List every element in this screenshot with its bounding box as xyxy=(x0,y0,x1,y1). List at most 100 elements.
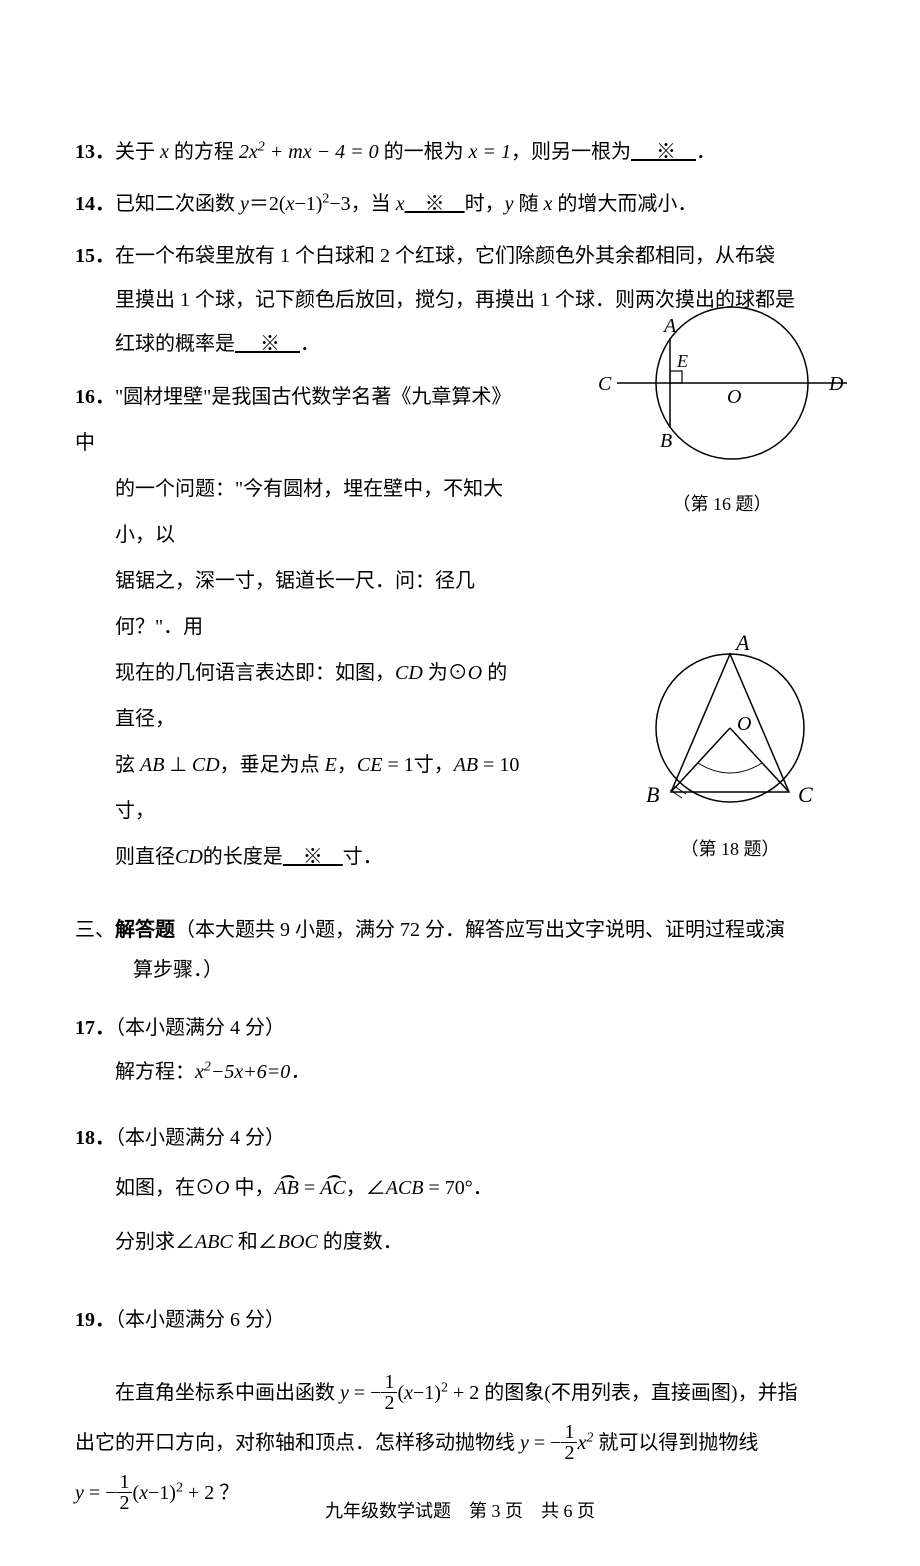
question-17: 17．（本小题满分 4 分） 解方程：x2−5x+6=0． xyxy=(75,1006,845,1094)
q13-blank: ※ xyxy=(631,130,696,174)
figure-18: A O B C （第 18 题） xyxy=(630,630,830,850)
q19-y2: y xyxy=(520,1432,529,1454)
fig16-label-e: E xyxy=(676,351,688,371)
q18-body-c: ，∠ xyxy=(346,1177,386,1199)
q16-text-block: 16．"圆材埋壁"是我国古代数学名著《九章算术》中 的一个问题："今有圆材，埋在… xyxy=(75,374,525,880)
q14-number: 14． xyxy=(75,193,115,215)
q18-arc-ab: AB xyxy=(274,1166,298,1210)
q14-text-c: 时， xyxy=(465,193,505,215)
fig18-label-o: O xyxy=(737,713,751,735)
fig18-label-a: A xyxy=(734,630,750,655)
q19-frac1-num: 1 xyxy=(381,1372,397,1393)
q19-frac2-den: 2 xyxy=(561,1443,577,1463)
question-19: 19．（本小题满分 6 分） 在直角坐标系中画出函数 y = −12(x−1)2… xyxy=(75,1298,845,1518)
fig16-label-a: A xyxy=(662,315,677,337)
q17-eq: x2−5x+6=0． xyxy=(195,1061,310,1083)
q16-ab: AB xyxy=(140,754,164,776)
q17-number: 17． xyxy=(75,1017,115,1039)
q18-eq: = xyxy=(299,1177,320,1199)
q18-body2: 分别求∠ABC 和∠BOC 的度数． xyxy=(75,1220,845,1264)
q16-line5a: 弦 xyxy=(115,754,140,776)
q17-body: 解方程：x2−5x+6=0． xyxy=(75,1050,845,1094)
page-footer: 九年级数学试题 第 3 页 共 6 页 xyxy=(75,1492,845,1532)
q15-line3a: 红球的概率是 xyxy=(115,333,235,355)
q13-number: 13． xyxy=(75,141,115,163)
q13-root: x = 1 xyxy=(469,141,511,163)
q16-line4: 现在的几何语言表达即：如图，CD 为⊙O 的直径， xyxy=(75,650,525,742)
q16-ce: CE xyxy=(357,754,383,776)
q16-o: O xyxy=(468,662,482,684)
q16-line4b: 为⊙ xyxy=(423,662,468,684)
q19-frac2-num: 1 xyxy=(561,1422,577,1443)
q14-x: x xyxy=(396,193,405,215)
q15-period: ． xyxy=(300,333,320,355)
q14-text-e: 的增大而减小． xyxy=(552,193,697,215)
q13-text-c: 的一根为 xyxy=(379,141,469,163)
q14-text-a: 已知二次函数 xyxy=(115,193,240,215)
q18-body2-b: 和∠ xyxy=(233,1231,278,1253)
q19-y1: y xyxy=(340,1382,349,1404)
q16-line6c: 寸． xyxy=(343,846,383,868)
q18-body2-a: 分别求∠ xyxy=(115,1231,195,1253)
s3-bold: 解答题 xyxy=(115,919,175,941)
q16-cd3: CD xyxy=(175,846,203,868)
q18-arc-ac: AC xyxy=(320,1166,346,1210)
q18-body-b: 中， xyxy=(229,1177,274,1199)
q16-line2: 的一个问题："今有圆材，埋在壁中，不知大小，以 xyxy=(75,466,525,558)
q17-paren: （本小题满分 4 分） xyxy=(115,1017,285,1039)
q16-cd2: CD xyxy=(192,754,220,776)
q19-paren: （本小题满分 6 分） xyxy=(115,1309,285,1331)
q14-eqeq: ＝ xyxy=(249,193,269,215)
q18-body2-c: 的度数． xyxy=(318,1231,403,1253)
q16-line5d: 寸， xyxy=(414,754,454,776)
section-3-title: 三、解答题（本大题共 9 小题，满分 72 分．解答应写出文字说明、证明过程或演… xyxy=(75,910,845,990)
s3-a: 三、 xyxy=(75,919,115,941)
q16-line5c: ， xyxy=(337,754,357,776)
q18-body1: 如图，在⊙O 中，AB = AC，∠ACB = 70°． xyxy=(75,1166,845,1210)
s3-c: 算步骤．） xyxy=(75,950,845,990)
q16-line6a: 则直径 xyxy=(115,846,175,868)
q16-line5: 弦 AB ⊥ CD，垂足为点 E，CE = 1寸，AB = 10寸， xyxy=(75,742,525,834)
q19-rhs1: (x−1)2 + 2 xyxy=(397,1382,479,1404)
fig18-label-c: C xyxy=(798,782,813,807)
q15-line1: 在一个布袋里放有 1 个白球和 2 个红球，它们除颜色外其余都相同，从布袋 xyxy=(115,245,775,267)
q13-text-b: 的方程 xyxy=(169,141,239,163)
q13-eq: 2x2 + mx − 4 = 0 xyxy=(239,141,379,163)
q16-line3: 锯锯之，深一寸，锯道长一尺．问：径几何？"．用 xyxy=(75,558,525,650)
question-13: 13．关于 x 的方程 2x2 + mx − 4 = 0 的一根为 x = 1，… xyxy=(75,130,845,174)
q16-cd: CD xyxy=(395,662,423,684)
q18-paren: （本小题满分 4 分） xyxy=(115,1127,285,1149)
q13-text-a: 关于 xyxy=(115,141,160,163)
q18-body-d: = 70°． xyxy=(424,1177,493,1199)
q19-line2a: 出它的开口方向，对称轴和顶点．怎样移动抛物线 xyxy=(75,1432,520,1454)
q13-text-d: ，则另一根为 xyxy=(511,141,631,163)
q15-number: 15． xyxy=(75,245,115,267)
q19-frac3-num: 1 xyxy=(116,1472,132,1493)
figure-18-svg: A O B C xyxy=(630,630,830,810)
q16-line5b: ，垂足为点 xyxy=(220,754,325,776)
q16-line1: "圆材埋壁"是我国古代数学名著《九章算术》中 xyxy=(75,386,511,454)
question-14: 14．已知二次函数 y＝2(x−1)2−3，当 x ※ 时，y 随 x 的增大而… xyxy=(75,182,845,226)
q19-frac2: 12 xyxy=(561,1422,577,1463)
s3-b: （本大题共 9 小题，满分 72 分．解答应写出文字说明、证明过程或演 xyxy=(175,919,785,941)
q19-rhs2: x2 xyxy=(577,1432,593,1454)
question-18: 18．（本小题满分 4 分） 如图，在⊙O 中，AB = AC，∠ACB = 7… xyxy=(75,1116,845,1264)
fig18-label-b: B xyxy=(646,782,659,807)
figure-18-caption: （第 18 题） xyxy=(630,830,830,870)
q15-blank: ※ xyxy=(235,322,300,366)
q16-line6b: 的长度是 xyxy=(203,846,283,868)
q14-y: y xyxy=(240,193,249,215)
q19-line2: 出它的开口方向，对称轴和顶点．怎样移动抛物线 y = −12x2 就可以得到抛物… xyxy=(75,1418,845,1468)
q14-text-d: 随 xyxy=(513,193,543,215)
q14-blank: ※ xyxy=(405,182,465,226)
q13-var-x: x xyxy=(160,141,169,163)
q19-body: 在直角坐标系中画出函数 y = −12(x−1)2 + 2 的图象(不用列表，直… xyxy=(75,1368,845,1418)
q16-e: E xyxy=(325,754,337,776)
q18-acb: ACB xyxy=(386,1177,424,1199)
q18-number: 18． xyxy=(75,1127,115,1149)
q18-boc: BOC xyxy=(278,1231,318,1253)
q16-line4a: 现在的几何语言表达即：如图， xyxy=(115,662,395,684)
q19-eq1: = − xyxy=(349,1382,382,1404)
q19-body-b: 的图象(不用列表，直接画图)，并指 xyxy=(479,1382,797,1404)
q19-eq2: = − xyxy=(529,1432,562,1454)
